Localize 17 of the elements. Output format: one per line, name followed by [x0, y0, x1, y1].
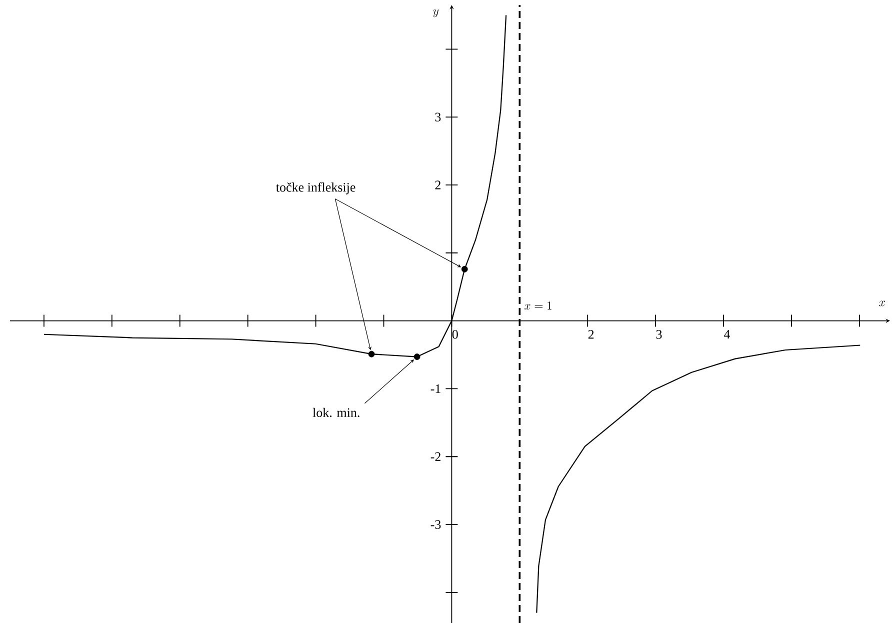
y-axis-title: $y$ — [433, 9, 439, 18]
annotation: točke infleksije — [276, 182, 356, 194]
ref-line-label: $x = 1$ — [524, 302, 552, 310]
x-tick-label: 4 — [724, 330, 730, 339]
point — [368, 350, 375, 358]
x-axis-title: $x$ — [879, 300, 885, 306]
y-tick-label: 2 — [435, 180, 440, 190]
x-tick-label: 2 — [588, 330, 594, 339]
x-tick-label: 0 — [452, 330, 458, 339]
y-tick-label: -3 — [430, 520, 441, 529]
y-tick-label: 3 — [435, 112, 441, 122]
y-tick-label: -2 — [430, 452, 440, 461]
point — [461, 266, 468, 272]
point — [414, 354, 420, 360]
annotation: lok. min. — [312, 408, 360, 418]
y-tick-label: -1 — [430, 384, 440, 393]
x-tick-label: 3 — [656, 330, 662, 339]
